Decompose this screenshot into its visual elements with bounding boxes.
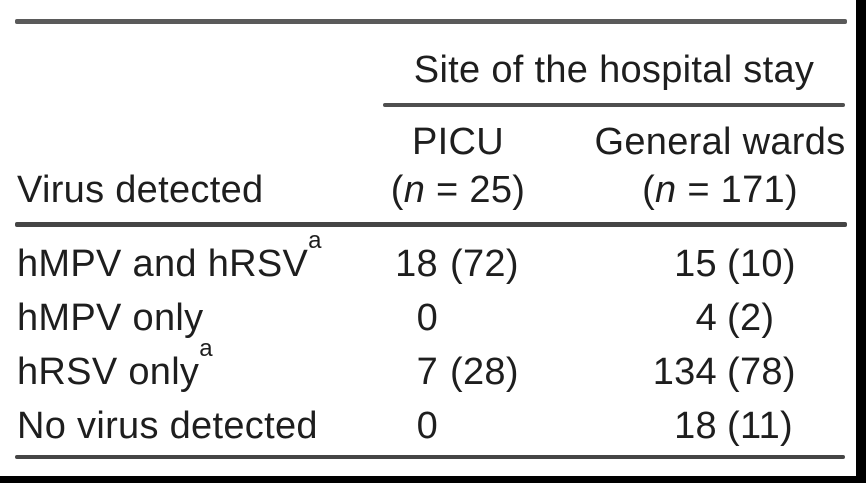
n-value: = 171) bbox=[676, 169, 798, 211]
virus-name: hRSV only bbox=[17, 351, 200, 393]
row-header-virus-detected: Virus detected bbox=[17, 169, 264, 211]
n-variable: n bbox=[403, 169, 426, 211]
general-wards-percent: (78) bbox=[727, 351, 796, 393]
column-header-general-wards: General wards bbox=[594, 121, 846, 163]
table-row: No virus detected 0 18 (11) bbox=[0, 404, 856, 448]
column-subheader-picu-n: (n = 25) bbox=[348, 168, 568, 212]
virus-label: hMPV only bbox=[17, 296, 203, 340]
general-wards-count: 134 bbox=[652, 351, 717, 393]
column-subheader-general-wards-n: (n = 171) bbox=[594, 168, 846, 212]
paren-open: ( bbox=[390, 169, 404, 211]
picu-count: 18 bbox=[395, 243, 438, 285]
paren-open: ( bbox=[642, 169, 656, 211]
spanner-header: Site of the hospital stay bbox=[413, 49, 815, 91]
virus-label: hRSV onlya bbox=[17, 337, 213, 394]
table-top-rule bbox=[15, 19, 847, 24]
virus-name: hMPV only bbox=[17, 297, 204, 339]
picu-percent: (72) bbox=[450, 243, 519, 285]
virus-label: hMPV and hRSVa bbox=[17, 229, 322, 286]
n-value: = 25) bbox=[425, 169, 526, 211]
table-row: hMPV only 0 4 (2) bbox=[0, 296, 856, 340]
general-wards-count: 15 bbox=[674, 243, 717, 285]
footnote-marker: a bbox=[308, 227, 322, 255]
scan-border-right bbox=[856, 0, 866, 483]
general-wards-count: 4 bbox=[695, 297, 717, 339]
table-row: hRSV onlya 7 (28) 134 (78) bbox=[0, 337, 856, 394]
footnote-marker: a bbox=[199, 335, 213, 363]
column-header-picu: PICU bbox=[412, 121, 504, 163]
general-wards-count: 18 bbox=[674, 405, 717, 447]
spanner-underline-rule bbox=[383, 103, 845, 107]
picu-percent: (28) bbox=[450, 351, 519, 393]
table-bottom-rule bbox=[15, 455, 845, 459]
picu-count: 0 bbox=[416, 297, 438, 339]
virus-label: No virus detected bbox=[17, 404, 318, 448]
general-wards-percent: (11) bbox=[727, 405, 793, 447]
general-wards-percent: (10) bbox=[727, 243, 796, 285]
picu-count: 7 bbox=[416, 351, 438, 393]
scan-border-bottom bbox=[0, 476, 866, 483]
general-wards-percent: (2) bbox=[727, 297, 775, 339]
picu-count: 0 bbox=[416, 405, 438, 447]
virus-name: hMPV and hRSV bbox=[17, 243, 309, 285]
n-variable: n bbox=[655, 169, 677, 211]
header-separator-rule bbox=[15, 222, 847, 227]
virus-name: No virus detected bbox=[17, 405, 318, 447]
table-row: hMPV and hRSVa 18 (72) 15 (10) bbox=[0, 229, 856, 286]
